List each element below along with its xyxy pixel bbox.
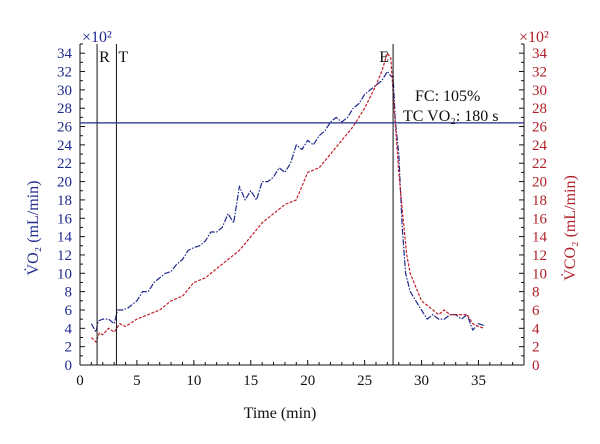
y-tick-label-right: 34 [532, 46, 548, 62]
y-multiplier-right: ×10² [519, 29, 549, 46]
y-tick-label-right: 8 [532, 285, 540, 301]
y-tick-label-left: 24 [57, 138, 73, 154]
series-line-vo2 [90, 70, 485, 333]
x-tick-label: 5 [133, 373, 141, 389]
y-tick-label-left: 30 [57, 83, 72, 99]
y-tick-label-left: 14 [57, 230, 73, 246]
x-tick-label: 10 [186, 373, 201, 389]
x-tick-label: 0 [76, 373, 84, 389]
marker-label-e: E [379, 49, 389, 66]
y-tick-label-left: 32 [57, 65, 72, 81]
annotation-fc: FC: 105% [415, 88, 480, 105]
y-tick-label-left: 22 [57, 156, 72, 172]
series-line-vco2 [90, 52, 485, 343]
series-layer [90, 52, 485, 343]
y-tick-label-left: 2 [65, 340, 73, 356]
y-tick-label-left: 8 [65, 285, 73, 301]
y-tick-label-right: 20 [532, 175, 547, 191]
x-tick-label: 20 [300, 373, 315, 389]
y-tick-label-left: 18 [57, 193, 72, 209]
y-tick-label-right: 24 [532, 138, 548, 154]
y-tick-label-left: 6 [65, 303, 73, 319]
x-tick-label: 35 [471, 373, 486, 389]
y-axis-label-right: V̇CO₂ (mL/min) [561, 175, 579, 281]
y-tick-label-right: 22 [532, 156, 547, 172]
y-tick-label-left: 10 [57, 266, 72, 282]
x-tick-label: 30 [414, 373, 429, 389]
y-tick-label-right: 12 [532, 248, 547, 264]
y-tick-label-right: 16 [532, 211, 548, 227]
y-tick-label-right: 14 [532, 230, 548, 246]
y-tick-label-left: 34 [57, 46, 73, 62]
y-tick-label-right: 6 [532, 303, 540, 319]
y-tick-label-left: 26 [57, 120, 73, 136]
marker-label-r: R [99, 49, 110, 66]
y-tick-label-left: 12 [57, 248, 72, 264]
y-tick-label-left: 20 [57, 175, 72, 191]
y-tick-label-right: 26 [532, 120, 548, 136]
y-tick-label-left: 16 [57, 211, 73, 227]
y-tick-label-right: 32 [532, 65, 547, 81]
y-tick-label-right: 28 [532, 101, 547, 117]
y-tick-label-left: 28 [57, 101, 72, 117]
y-tick-label-left: 0 [65, 358, 73, 374]
y-tick-label-right: 2 [532, 340, 540, 356]
x-axis-label: Time (min) [244, 405, 317, 422]
y-tick-label-right: 30 [532, 83, 547, 99]
y-tick-label-right: 10 [532, 266, 547, 282]
x-tick-label: 15 [243, 373, 258, 389]
marker-label-t: T [118, 49, 128, 66]
y-tick-label-left: 4 [65, 321, 73, 337]
y-multiplier-left: ×10² [82, 29, 112, 46]
y-tick-label-right: 18 [532, 193, 547, 209]
x-tick-label: 25 [357, 373, 372, 389]
y-axis-label-left: V̇O₂ (mL/min) [24, 181, 42, 276]
annotation-tc-vo2: TC VO₂: 180 s [403, 108, 499, 125]
y-tick-label-right: 0 [532, 358, 540, 374]
y-tick-label-right: 4 [532, 321, 540, 337]
